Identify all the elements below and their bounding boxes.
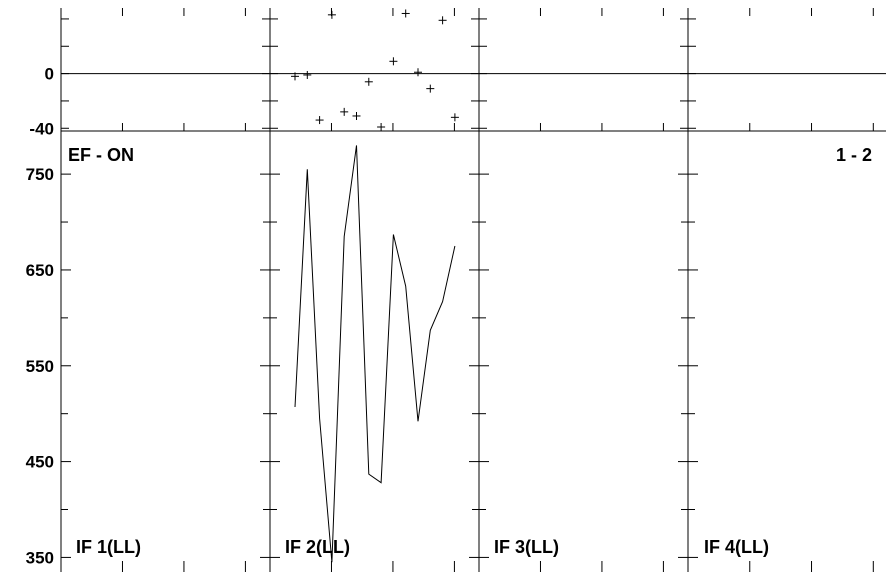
phase-y-tick-label: 0 bbox=[45, 65, 54, 84]
amplitude-y-tick-label: 350 bbox=[26, 548, 54, 567]
phase-point bbox=[377, 123, 386, 131]
phase-point bbox=[315, 116, 324, 125]
panel-label-if3: IF 3(LL) bbox=[494, 537, 559, 557]
phase-point bbox=[414, 68, 422, 77]
header-right-label: 1 - 2 bbox=[836, 145, 872, 165]
axis-ticks bbox=[61, 8, 874, 572]
amplitude-series bbox=[294, 145, 456, 563]
phase-point bbox=[426, 84, 435, 93]
phase-point bbox=[401, 9, 410, 18]
phase-series bbox=[291, 9, 459, 131]
phase-point bbox=[291, 72, 299, 81]
panel-label-if1: IF 1(LL) bbox=[76, 537, 141, 557]
phase-point bbox=[340, 107, 349, 116]
amplitude-y-tick-label: 450 bbox=[26, 453, 54, 472]
phase-point bbox=[303, 70, 312, 79]
panel-label-if4: IF 4(LL) bbox=[704, 537, 769, 557]
phase-point bbox=[438, 16, 447, 25]
amplitude-y-tick-label: 550 bbox=[26, 357, 54, 376]
phase-point bbox=[389, 57, 398, 66]
plot-frame bbox=[60, 8, 886, 572]
amplitude-line bbox=[294, 145, 456, 563]
panel-label-if2: IF 2(LL) bbox=[285, 537, 350, 557]
y-tick-labels: 0 -40 750 650 550 450 350 bbox=[26, 65, 54, 568]
phase-point bbox=[352, 111, 361, 120]
phase-y-tick-label: -40 bbox=[29, 119, 54, 138]
header-left-label: EF - ON bbox=[68, 145, 134, 165]
phase-point bbox=[450, 113, 459, 122]
amplitude-y-tick-label: 750 bbox=[26, 165, 54, 184]
phase-point bbox=[364, 77, 373, 86]
phase-point bbox=[327, 10, 336, 19]
amplitude-y-tick-label: 650 bbox=[26, 261, 54, 280]
